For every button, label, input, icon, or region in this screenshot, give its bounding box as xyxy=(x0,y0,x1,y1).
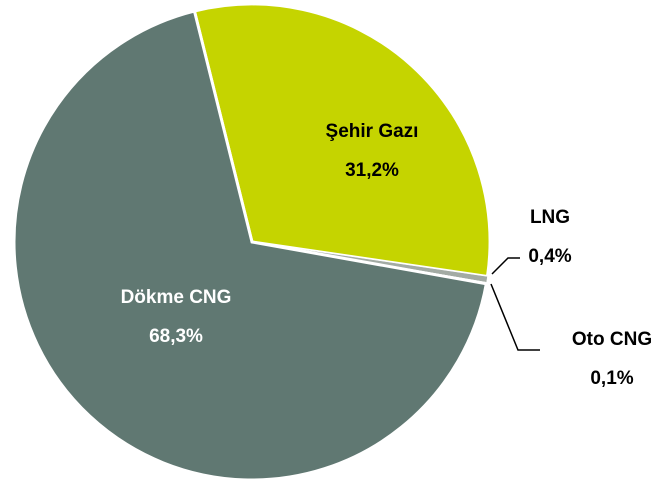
value-label: 31,2% xyxy=(345,160,399,181)
value-label: 68,3% xyxy=(149,326,203,347)
slice-label: Dökme CNG xyxy=(121,287,232,308)
slice-label: Oto CNG xyxy=(572,329,652,350)
pie-slice xyxy=(12,9,489,482)
slice-label: LNG xyxy=(530,207,570,228)
value-label: 0,4% xyxy=(528,246,571,267)
slice-label: Şehir Gazı xyxy=(326,121,419,142)
value-label: 0,1% xyxy=(590,368,633,389)
leader-line xyxy=(490,283,540,351)
leader-line xyxy=(491,257,520,275)
pie-slice xyxy=(192,2,492,279)
